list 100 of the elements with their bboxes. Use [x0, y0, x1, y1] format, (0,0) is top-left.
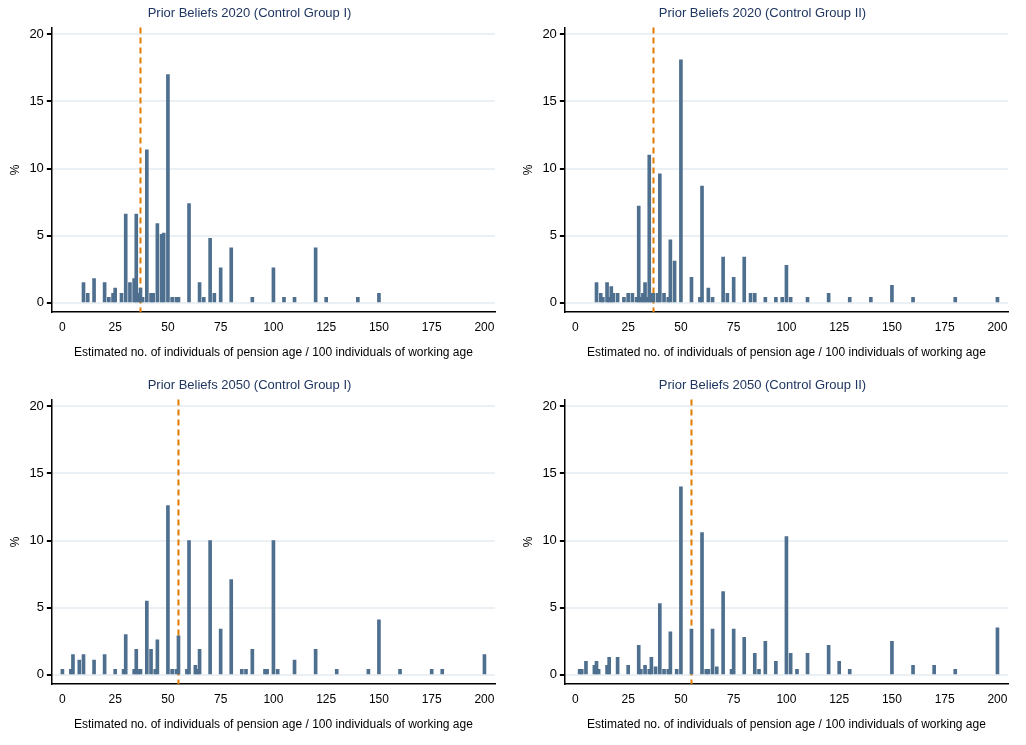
x-tick-label: 50 [161, 319, 175, 334]
bar [837, 661, 842, 675]
bar [742, 636, 747, 675]
chart-title: Prior Beliefs 2020 (Control Group I) [147, 5, 352, 21]
bar [584, 661, 588, 675]
x-tick-label: 25 [108, 691, 123, 706]
x-tick-label: 125 [316, 691, 337, 706]
bar [622, 297, 626, 303]
bar [166, 505, 170, 675]
x-tick-label: 200 [987, 319, 1008, 334]
bar [679, 486, 683, 675]
bar [208, 238, 212, 303]
bar [218, 628, 223, 675]
x-tick-label: 75 [727, 691, 741, 706]
bar [429, 669, 434, 675]
bar [71, 654, 75, 675]
x-axis-title: Estimated no. of individuals of pension age / 100 individuals of working age [73, 717, 474, 732]
bar [869, 297, 873, 303]
bar [123, 213, 128, 303]
bar [890, 285, 894, 303]
y-tick-label: 0 [549, 294, 557, 310]
x-tick-label: 150 [881, 691, 903, 706]
bar [239, 669, 244, 675]
y-tick-label: 5 [36, 599, 44, 615]
x-tick-label: 150 [368, 319, 390, 334]
bar [847, 297, 852, 303]
x-tick-label: 150 [368, 691, 390, 706]
bar [795, 669, 799, 675]
bar [92, 659, 96, 675]
bar [890, 640, 894, 675]
bar [113, 287, 117, 303]
chart-title: Prior Beliefs 2050 (Control Group I) [147, 377, 352, 393]
bar [953, 669, 958, 675]
bar [250, 648, 255, 675]
chart-title: Prior Beliefs 2020 (Control Group II) [658, 5, 867, 21]
bar [626, 293, 630, 303]
bar [721, 591, 725, 675]
x-tick-label: 175 [934, 319, 956, 334]
y-tick-label: 10 [29, 160, 44, 176]
x-tick-label: 50 [674, 691, 688, 706]
y-tick-label: 5 [549, 227, 557, 243]
bar [774, 297, 778, 303]
bar [144, 149, 149, 303]
x-axis-title: Estimated no. of individuals of pension age / 100 individuals of working age [586, 345, 987, 360]
bar [731, 276, 736, 303]
x-tick-label: 75 [214, 691, 228, 706]
bar [282, 297, 286, 303]
bar [324, 297, 329, 303]
bar [731, 628, 736, 675]
y-tick-label: 20 [29, 397, 44, 413]
x-tick-label: 0 [59, 319, 67, 334]
y-tick-label: 5 [36, 227, 44, 243]
bar [700, 185, 704, 303]
bar [953, 297, 958, 303]
x-tick-label: 50 [674, 319, 688, 334]
x-tick-label: 50 [161, 691, 175, 706]
bar [134, 648, 139, 675]
bar [636, 644, 641, 675]
bar [721, 256, 725, 303]
bar [763, 640, 768, 675]
y-tick-label: 20 [29, 25, 44, 41]
x-tick-label: 175 [421, 691, 443, 706]
y-tick-label: 20 [542, 25, 557, 41]
y-axis-title: % [520, 164, 535, 176]
bar [626, 665, 630, 675]
x-tick-label: 125 [829, 691, 850, 706]
y-tick-label: 15 [542, 465, 557, 481]
bar [440, 669, 445, 675]
bar [113, 669, 117, 675]
x-tick-label: 175 [421, 319, 443, 334]
x-tick-label: 0 [572, 691, 580, 706]
x-tick-label: 100 [776, 319, 797, 334]
x-axis-title: Estimated no. of individuals of pension age / 100 individuals of working age [73, 345, 474, 360]
y-tick-label: 10 [29, 532, 44, 548]
bar [742, 256, 747, 303]
y-tick-label: 15 [29, 93, 44, 109]
x-tick-label: 25 [621, 319, 636, 334]
y-axis-title: % [7, 164, 22, 176]
y-tick-label: 20 [542, 397, 557, 413]
y-tick-label: 15 [542, 93, 557, 109]
bar [208, 540, 212, 675]
x-tick-label: 75 [214, 319, 228, 334]
x-tick-label: 200 [474, 319, 495, 334]
bar [187, 540, 191, 675]
bar [144, 600, 149, 675]
x-tick-label: 25 [108, 319, 123, 334]
bar [847, 669, 852, 675]
bar [377, 619, 381, 675]
bar [244, 669, 248, 675]
bar [911, 665, 915, 675]
bar [187, 203, 191, 303]
bar [679, 59, 683, 303]
y-tick-label: 10 [542, 532, 557, 548]
bar [218, 267, 223, 303]
bar [134, 213, 139, 303]
bar [229, 579, 234, 675]
bar [377, 293, 381, 303]
x-tick-label: 100 [263, 691, 284, 706]
x-tick-label: 125 [316, 319, 337, 334]
bar [700, 532, 704, 675]
